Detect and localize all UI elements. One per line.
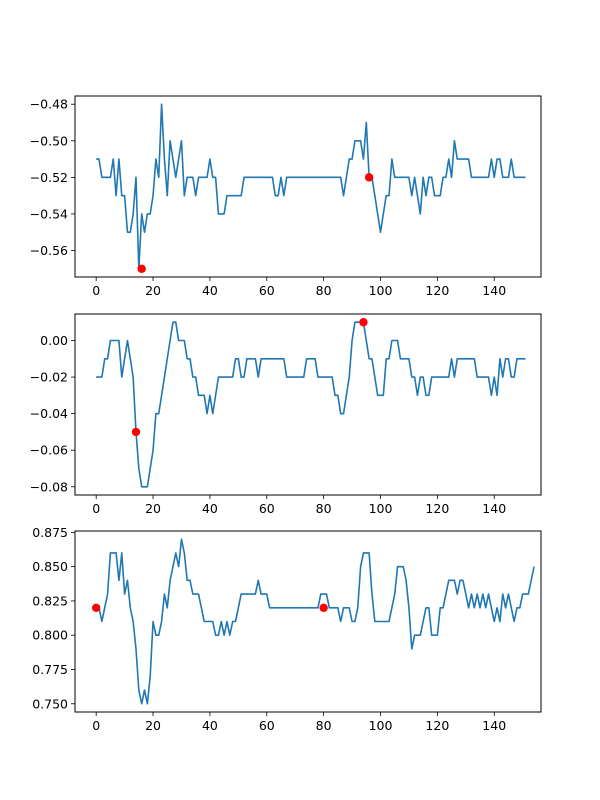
- subplot-1: 0 20 40 60 80 100 120 140 −0.56 −0.54 −0.52 −0.50 −0…: [30, 95, 542, 298]
- x-tick-label: 100: [369, 718, 393, 733]
- x-tick-label: 20: [145, 283, 161, 298]
- x-tick-label: 40: [202, 501, 218, 516]
- series-line-1: [96, 103, 526, 270]
- y-tick-label: −0.48: [30, 97, 68, 112]
- y-tick-label: −0.50: [30, 133, 68, 148]
- y-tick-label: −0.02: [30, 370, 68, 385]
- y-tick-label: 0.750: [32, 696, 68, 711]
- x-tick-label: 0: [92, 283, 100, 298]
- x-tick-label: 80: [316, 501, 332, 516]
- x-tick-label: 40: [202, 718, 218, 733]
- highlight-point-2: [364, 173, 374, 182]
- x-tick-label: 40: [202, 283, 218, 298]
- x-tick-label: 120: [425, 501, 449, 516]
- x-tick-label: 140: [482, 718, 506, 733]
- x-tick-label: 0: [92, 501, 100, 516]
- y-tick-label: −0.56: [30, 243, 68, 258]
- highlight-point-2: [359, 318, 368, 327]
- y-tick-label: 0.875: [32, 525, 68, 540]
- highlight-point-1: [91, 603, 101, 612]
- subplot-3: 0 20 40 60 80 100 120 140 0.750 0.775 0.800 0.825 0.…: [32, 525, 542, 733]
- y-tick-label: 0.800: [32, 628, 68, 643]
- axes-frame: [74, 530, 542, 713]
- y-tick-label: −0.04: [30, 406, 68, 421]
- y-tick-label: −0.54: [30, 206, 68, 221]
- x-tick-label: 60: [259, 718, 275, 733]
- x-tick-label: 20: [145, 718, 161, 733]
- x-tick-label: 80: [316, 718, 332, 733]
- series-line-1: [96, 538, 535, 705]
- y-tick-label: −0.52: [30, 170, 68, 185]
- y-tick-label: 0.825: [32, 593, 68, 608]
- y-tick-label: −0.08: [30, 479, 68, 494]
- x-tick-label: 100: [369, 283, 393, 298]
- x-tick-label: 120: [425, 718, 449, 733]
- highlight-point-1: [137, 264, 146, 273]
- x-tick-label: 60: [259, 283, 275, 298]
- x-tick-label: 0: [92, 718, 100, 733]
- x-tick-label: 100: [369, 501, 393, 516]
- series-line-1: [96, 321, 526, 488]
- x-tick-label: 80: [316, 283, 332, 298]
- x-tick-label: 140: [482, 501, 506, 516]
- y-tick-label: −0.06: [30, 443, 68, 458]
- x-tick-label: 60: [259, 501, 275, 516]
- y-tick-label: 0.775: [32, 662, 68, 677]
- x-tick-label: 140: [482, 283, 506, 298]
- highlight-point-1: [131, 427, 141, 437]
- axes-frame: [74, 95, 542, 278]
- x-tick-label: 20: [145, 501, 161, 516]
- highlight-point-2: [319, 603, 328, 612]
- x-tick-label: 120: [425, 283, 449, 298]
- subplot-2: 0 20 40 60 80 100 120 140 −0.08 −0.06 −0.04 −0.02 0.…: [30, 313, 542, 516]
- y-tick-label: 0.850: [32, 559, 68, 574]
- y-tick-label: 0.00: [40, 333, 68, 348]
- axes-frame: [74, 313, 542, 496]
